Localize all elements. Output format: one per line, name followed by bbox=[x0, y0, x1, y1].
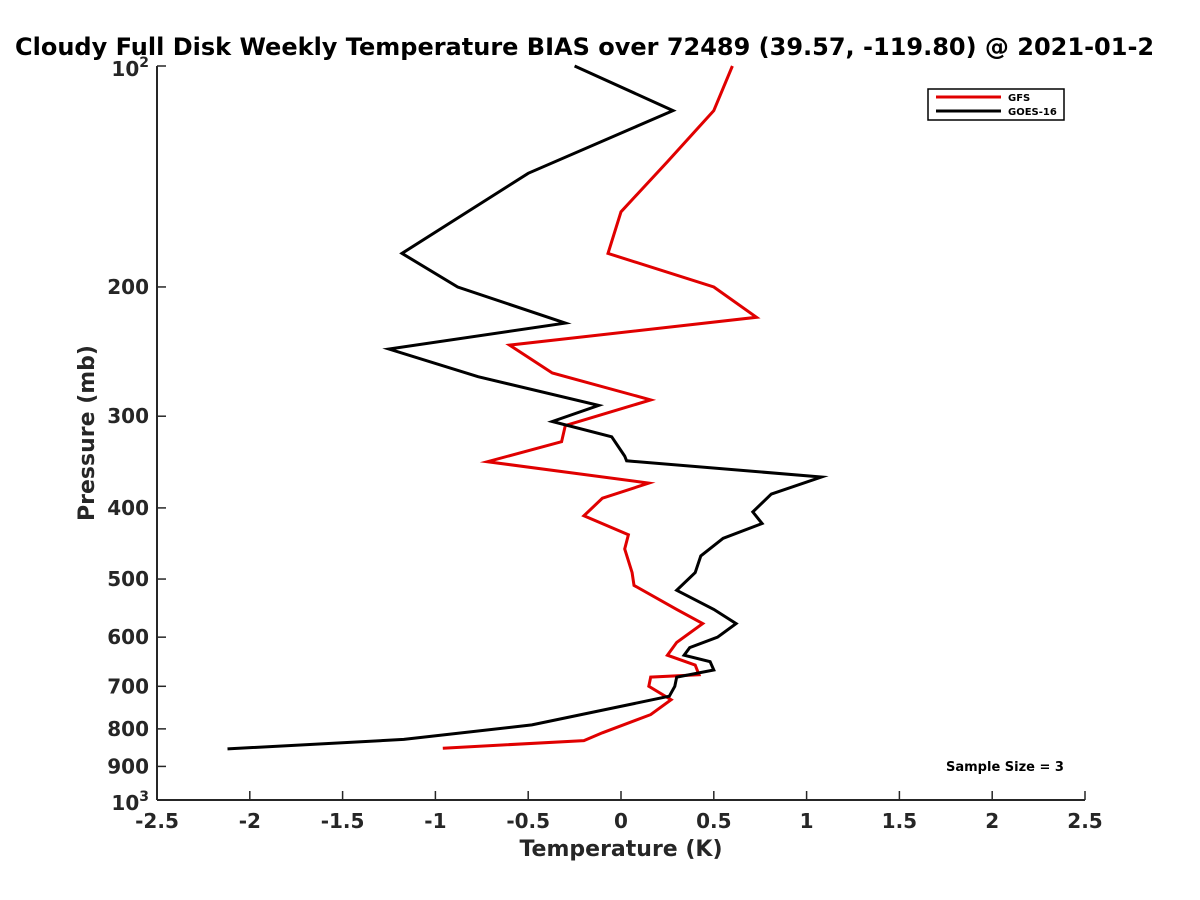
x-tick-label: 1 bbox=[800, 809, 814, 833]
y-axis-label: Pressure (mb) bbox=[75, 345, 100, 521]
x-tick-label: -2 bbox=[239, 809, 261, 833]
x-tick-label: 1.5 bbox=[882, 809, 917, 833]
plot-area bbox=[156, 66, 1085, 801]
x-tick-label: 0 bbox=[614, 809, 628, 833]
y-tick-label: 800 bbox=[107, 717, 149, 741]
y-tick-label: 103 bbox=[111, 789, 149, 815]
x-tick-label: -2.5 bbox=[135, 809, 179, 833]
y-tick-label: 500 bbox=[107, 567, 149, 591]
y-tick-label: 102 bbox=[111, 55, 149, 81]
y-tick-label: 200 bbox=[107, 275, 149, 299]
legend-label: GFS bbox=[1008, 93, 1030, 104]
series-layer bbox=[227, 64, 829, 751]
x-tick-label: -1.5 bbox=[321, 809, 365, 833]
series-line-gfs bbox=[442, 65, 761, 750]
x-tick-label: -1 bbox=[424, 809, 446, 833]
chart-title: Cloudy Full Disk Weekly Temperature BIAS… bbox=[15, 33, 1154, 61]
y-axis: 102 200 300 400 500 600 700 800 900 103 bbox=[107, 55, 166, 815]
x-tick-label: 0.5 bbox=[696, 809, 731, 833]
legend: GFS GOES-16 bbox=[927, 88, 1065, 121]
series-line-goes-16 bbox=[227, 64, 829, 751]
legend-box bbox=[927, 88, 1065, 121]
x-tick-label: 2 bbox=[985, 809, 999, 833]
y-tick-label: 600 bbox=[107, 625, 149, 649]
x-axis-label: Temperature (K) bbox=[519, 837, 722, 862]
y-tick-label: 900 bbox=[107, 754, 149, 778]
y-tick-label: 300 bbox=[107, 404, 149, 428]
sample-size-annotation: Sample Size = 3 bbox=[946, 760, 1064, 775]
x-tick-label: 2.5 bbox=[1067, 809, 1102, 833]
legend-label: GOES-16 bbox=[1008, 107, 1057, 118]
y-tick-label: 400 bbox=[107, 496, 149, 520]
x-axis: -2.5 -2 -1.5 -1 -0.5 0 0.5 1 1.5 2 2.5 bbox=[135, 791, 1103, 833]
y-tick-label: 700 bbox=[107, 674, 149, 698]
x-tick-label: -0.5 bbox=[506, 809, 550, 833]
